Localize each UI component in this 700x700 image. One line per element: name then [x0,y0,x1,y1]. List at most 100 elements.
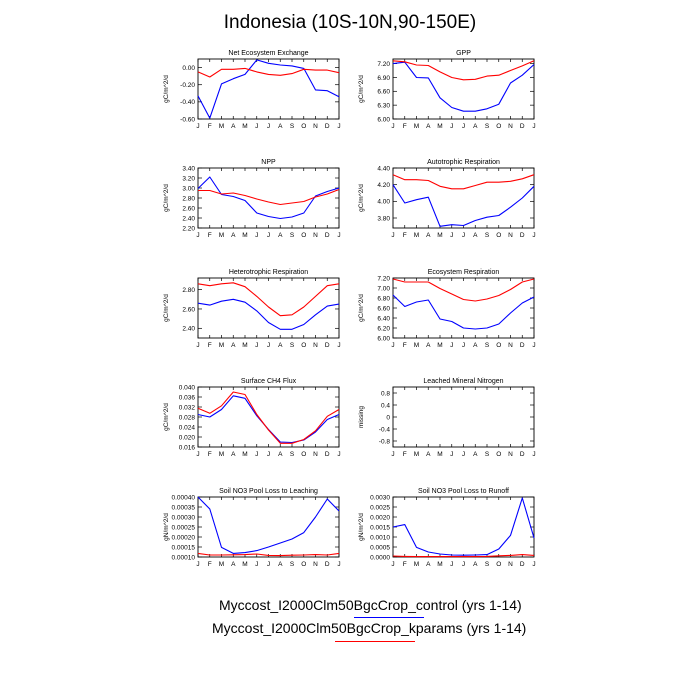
x-tick-label: A [231,451,236,458]
x-tick-label: M [242,123,247,130]
x-tick-label: A [473,561,478,568]
x-tick-label: O [496,232,501,239]
y-tick-label: 2.60 [182,205,195,212]
x-tick-label: S [290,561,295,568]
y-tick-label: 0.016 [179,444,196,451]
y-tick-label: 2.40 [182,215,195,222]
plot-frame [197,496,340,558]
x-tick-label: N [313,232,318,239]
x-tick-label: F [208,232,212,239]
x-tick-label: A [278,342,283,349]
x-tick-label: O [301,561,306,568]
page-title: Indonesia (10S-10N,90-150E) [223,12,477,33]
y-tick-label: -0.60 [180,116,195,123]
x-tick-label: J [532,232,535,239]
x-tick-label: J [450,232,453,239]
y-tick-label: 7.00 [377,285,390,292]
series-line-kparams [197,282,340,317]
x-tick-label: F [403,561,407,568]
y-tick-label: -0.4 [379,426,391,433]
y-tick-label: 6.20 [377,325,390,332]
x-tick-label: J [196,451,199,458]
x-tick-label: J [267,451,270,458]
x-tick-label: M [414,123,419,130]
y-tick-label: 0.00040 [172,494,196,501]
x-tick-label: M [242,342,247,349]
plot-frame [197,386,340,448]
series-line-control [197,59,340,119]
x-tick-label: S [485,123,490,130]
plot-frame [392,277,535,339]
y-tick-label: 0.0015 [370,524,390,531]
x-tick-label: J [462,342,465,349]
x-tick-label: O [301,451,306,458]
plot-frame [392,386,535,448]
x-tick-label: A [473,123,478,130]
x-tick-label: D [325,123,330,130]
x-tick-label: J [267,232,270,239]
x-tick-label: A [231,123,236,130]
y-tick-label: 0.020 [179,434,196,441]
x-tick-label: J [196,342,199,349]
y-tick-label: -0.8 [379,438,391,445]
x-tick-label: J [255,451,258,458]
y-tick-label: 0.036 [179,394,196,401]
x-tick-label: M [437,561,442,568]
x-tick-label: J [462,451,465,458]
panel-title: Soil NO3 Pool Loss to Leaching [219,488,318,495]
x-tick-label: M [414,342,419,349]
x-tick-label: D [520,561,525,568]
legend-line-kparams [335,641,415,642]
panel-title: Ecosystem Respiration [428,269,500,276]
x-tick-label: A [426,342,431,349]
y-tick-label: 2.20 [182,225,195,232]
x-tick-label: J [391,342,394,349]
y-tick-label: 0.0025 [370,504,390,511]
y-tick-label: 0.00020 [172,534,196,541]
x-tick-label: O [496,451,501,458]
x-tick-label: M [437,342,442,349]
x-tick-label: O [301,123,306,130]
panel-9: Soil NO3 Pool Loss to Leaching gN/m^2/d J F… [163,488,341,568]
y-tick-label: 0.0020 [370,514,390,521]
series-line-control [197,395,340,444]
y-tick-label: 6.80 [377,295,390,302]
y-tick-label: 6.30 [377,102,390,109]
x-tick-label: J [391,561,394,568]
x-tick-label: A [426,561,431,568]
panel-title: Autotrophic Respiration [427,159,500,166]
y-tick-label: 0.00035 [172,504,196,511]
y-tick-label: 0.00010 [172,554,196,561]
y-tick-label: 4.40 [377,165,390,172]
x-tick-label: O [496,342,501,349]
plot-frame [197,167,340,229]
panel-title: NPP [261,159,276,166]
x-tick-label: J [462,232,465,239]
y-axis-label: gC/m^2/d [163,184,170,212]
y-tick-label: 4.20 [377,182,390,189]
plot-frame [392,58,535,120]
x-tick-label: N [508,232,513,239]
x-tick-label: S [485,451,490,458]
y-axis-label: gC/m^2/d [163,403,170,431]
panel-title: Surface CH4 Flux [241,378,297,385]
x-tick-label: J [450,561,453,568]
y-tick-label: -0.20 [180,82,195,89]
y-tick-label: 6.90 [377,75,390,82]
y-tick-label: 0.028 [179,414,196,421]
x-tick-label: O [301,342,306,349]
panel-title: Soil NO3 Pool Loss to Runoff [418,488,509,495]
y-tick-label: 2.80 [182,287,195,294]
x-tick-label: N [313,561,318,568]
y-axis-label: gN/m^2/d [358,513,365,541]
x-tick-label: J [267,342,270,349]
x-tick-label: M [414,232,419,239]
y-axis-label: gC/m^2/d [358,294,365,322]
x-tick-label: S [485,232,490,239]
x-tick-label: J [255,232,258,239]
x-tick-label: F [208,123,212,130]
